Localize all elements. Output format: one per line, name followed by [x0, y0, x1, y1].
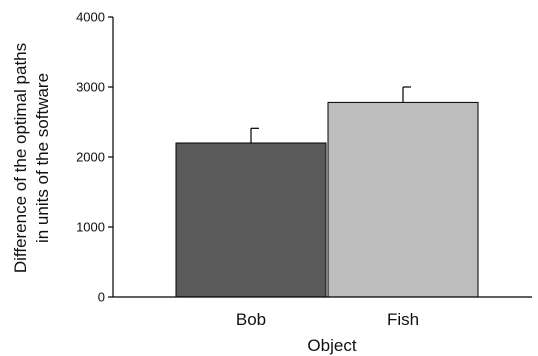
y-axis: 0 1000 2000 3000 4000 [76, 10, 114, 305]
category-labels: Bob Fish [236, 310, 419, 329]
y-tick-label-4: 4000 [76, 10, 105, 25]
y-axis-title-line-1: Difference of the optimal paths [11, 43, 30, 273]
y-tick-label-3: 3000 [76, 80, 105, 95]
y-axis-title: Difference of the optimal paths in units… [11, 43, 52, 273]
y-tick-label-2: 2000 [76, 150, 105, 165]
bar-fish [327, 101, 479, 298]
x-axis-title: Object [307, 336, 356, 355]
y-tick-label-0: 0 [98, 290, 105, 305]
y-axis-title-line-2: in units of the software [33, 73, 52, 243]
category-label-bob: Bob [236, 310, 266, 329]
bars-group [175, 101, 479, 298]
error-bars-group [250, 86, 411, 143]
category-label-fish: Fish [387, 310, 419, 329]
bar-bob [175, 142, 327, 298]
y-tick-label-1: 1000 [76, 220, 105, 235]
